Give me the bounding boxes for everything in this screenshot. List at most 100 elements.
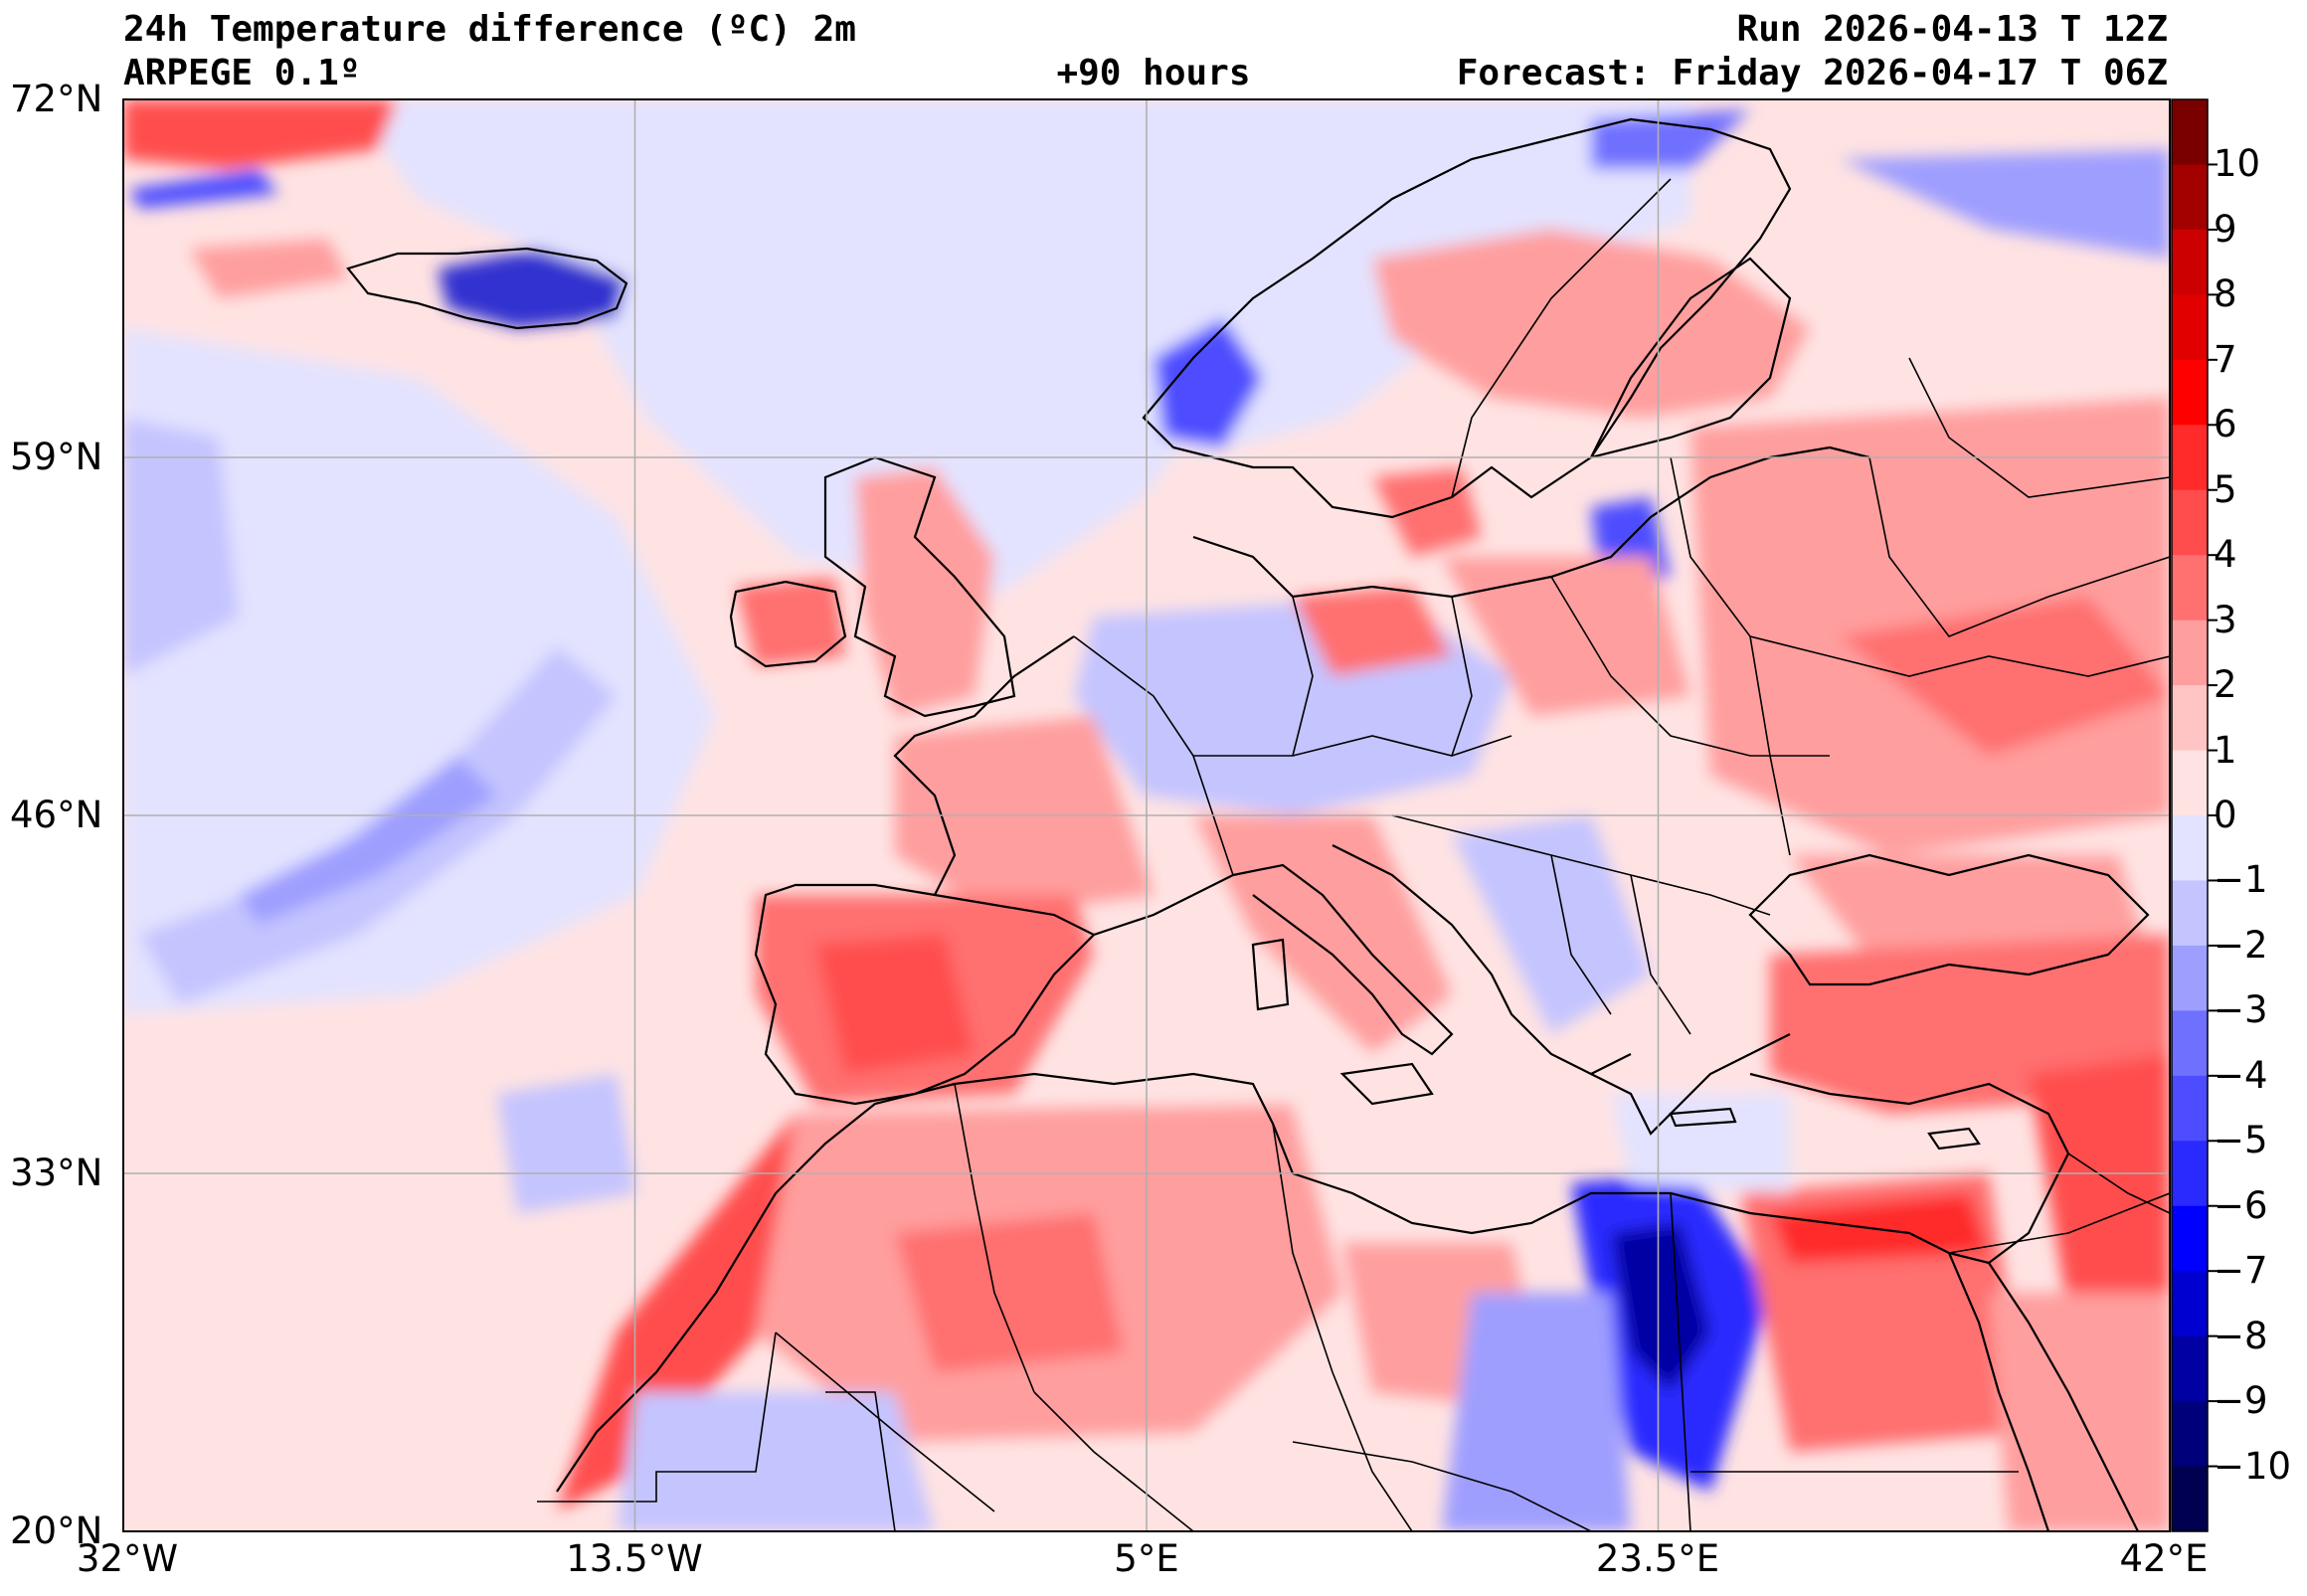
colorbar-label: −3 bbox=[2214, 988, 2268, 1032]
ukraine-warm bbox=[1840, 597, 2170, 756]
east-med-blue bbox=[1611, 1094, 1790, 1193]
colorbar-swatch bbox=[2172, 1401, 2208, 1468]
levant-coast bbox=[1948, 1153, 2069, 1265]
lat-label: 59°N bbox=[10, 436, 103, 478]
red-sea-coast-east bbox=[1988, 1262, 2139, 1531]
cyprus-coast bbox=[1927, 1127, 1981, 1151]
lat-label: 46°N bbox=[10, 794, 103, 836]
lon-label: 5°E bbox=[1114, 1537, 1179, 1580]
colorbar bbox=[2171, 98, 2209, 1532]
lead-time: +90 hours bbox=[1056, 53, 1251, 93]
map-title: 24h Temperature difference (ºC) 2m bbox=[123, 9, 856, 50]
colorbar-swatch bbox=[2172, 229, 2208, 295]
lat-label: 33°N bbox=[10, 1152, 103, 1194]
scandinavia-coast bbox=[1142, 117, 1792, 519]
lat-label: 72°N bbox=[10, 78, 103, 120]
lon-label: 13.5°W bbox=[566, 1537, 703, 1580]
finland-coast bbox=[1588, 257, 1792, 459]
ireland-warm bbox=[736, 577, 845, 666]
norway-cold bbox=[1154, 318, 1263, 447]
colorbar-swatch bbox=[2172, 1466, 2208, 1532]
model-name: ARPEGE 0.1º bbox=[123, 53, 361, 93]
greece-coast bbox=[1590, 1033, 1791, 1136]
colorbar-label: −9 bbox=[2214, 1379, 2268, 1423]
colorbar-swatch bbox=[2172, 815, 2208, 881]
scandinavia-warm bbox=[1372, 229, 1810, 418]
colorbar-label: −5 bbox=[2214, 1119, 2268, 1162]
borders bbox=[537, 178, 2170, 1531]
italy-warm bbox=[1193, 815, 1452, 1054]
turkey-south-coast bbox=[1749, 1072, 2069, 1154]
colorbar-swatch bbox=[2172, 99, 2208, 165]
iberia-hot bbox=[815, 935, 975, 1074]
middle-east-hot bbox=[2029, 1054, 2170, 1313]
colorbar-swatch bbox=[2172, 880, 2208, 947]
colorbar-label: −4 bbox=[2214, 1053, 2268, 1097]
colorbar-label: −1 bbox=[2214, 858, 2268, 902]
adriatic-coast bbox=[1331, 844, 1632, 1076]
russia-north-cold bbox=[1840, 149, 2170, 259]
ireland-coast bbox=[729, 580, 847, 668]
red-sea-coast bbox=[1947, 1252, 2050, 1531]
colorbar-swatch bbox=[2172, 1271, 2208, 1337]
libya-cold-core bbox=[1611, 1223, 1710, 1392]
cold-region-atlantic-north bbox=[348, 99, 1342, 597]
map-field bbox=[123, 99, 2170, 1531]
africa-north-coast bbox=[556, 1072, 1950, 1493]
balkans-blue bbox=[1452, 815, 1651, 1034]
barents-cold bbox=[1591, 109, 1750, 169]
colorbar-label: 6 bbox=[2214, 403, 2237, 446]
colorbar-swatch bbox=[2172, 945, 2208, 1011]
italy-coast bbox=[1232, 863, 1454, 1056]
colorbar-swatch bbox=[2172, 1075, 2208, 1142]
colorbar-label: 9 bbox=[2214, 207, 2237, 251]
colorbar-swatch bbox=[2172, 489, 2208, 556]
colorbar-swatch bbox=[2172, 750, 2208, 816]
colorbar-swatch bbox=[2172, 294, 2208, 361]
lon-label: 42°E bbox=[2119, 1537, 2209, 1580]
colorbar-ticks bbox=[2208, 163, 2218, 1468]
iceland-coast bbox=[346, 247, 628, 330]
greenland-warm bbox=[123, 99, 398, 169]
cold-band-atlantic-core bbox=[239, 756, 497, 925]
sicily-coast bbox=[1339, 1062, 1434, 1106]
colorbar-label: 8 bbox=[2214, 272, 2237, 316]
colorbar-swatch bbox=[2172, 620, 2208, 686]
run-time: Run 2026-04-13 T 12Z bbox=[1736, 9, 2168, 50]
colorbar-label: −7 bbox=[2214, 1249, 2268, 1293]
colorbar-swatch bbox=[2172, 555, 2208, 621]
black-sea-coast bbox=[1748, 853, 2150, 986]
cold-region-atlantic-west bbox=[123, 328, 716, 1014]
colorbar-swatch bbox=[2172, 1205, 2208, 1272]
iceland-warm-west bbox=[189, 239, 348, 298]
colorbar-label: 3 bbox=[2214, 598, 2237, 641]
colorbar-label: 2 bbox=[2214, 663, 2237, 707]
poland-warm bbox=[1442, 557, 1690, 716]
colorbar-label: 0 bbox=[2214, 794, 2237, 836]
germany-warm bbox=[1293, 587, 1452, 676]
graticule bbox=[123, 99, 2170, 1531]
colorbar-swatch bbox=[2172, 359, 2208, 426]
colorbar-swatch bbox=[2172, 1335, 2208, 1402]
colorbar-label: 7 bbox=[2214, 337, 2237, 381]
colorbar-swatch bbox=[2172, 1010, 2208, 1077]
colorbar-swatch bbox=[2172, 425, 2208, 491]
crete-coast bbox=[1669, 1107, 1737, 1128]
lon-label: 32°W bbox=[76, 1537, 179, 1580]
iberia-coast bbox=[754, 883, 1096, 1106]
libya-blue-halo bbox=[1442, 1293, 1631, 1531]
lon-label: 23.5°E bbox=[1595, 1537, 1720, 1580]
sahel-blue bbox=[617, 1392, 935, 1531]
forecast-time: Forecast: Friday 2026-04-17 T 06Z bbox=[1456, 53, 2168, 93]
colorbar-swatch bbox=[2172, 164, 2208, 231]
france-south-coast bbox=[1093, 874, 1234, 937]
coastlines bbox=[346, 117, 2150, 1531]
colorbar-swatch bbox=[2172, 1141, 2208, 1207]
colorbar-label: −10 bbox=[2214, 1444, 2292, 1488]
cold-region-nw bbox=[123, 418, 239, 676]
map-frame bbox=[122, 98, 2171, 1532]
greenland-cold-strip bbox=[129, 169, 278, 209]
iceland-cold bbox=[438, 249, 626, 328]
canaries-blue bbox=[497, 1074, 636, 1213]
